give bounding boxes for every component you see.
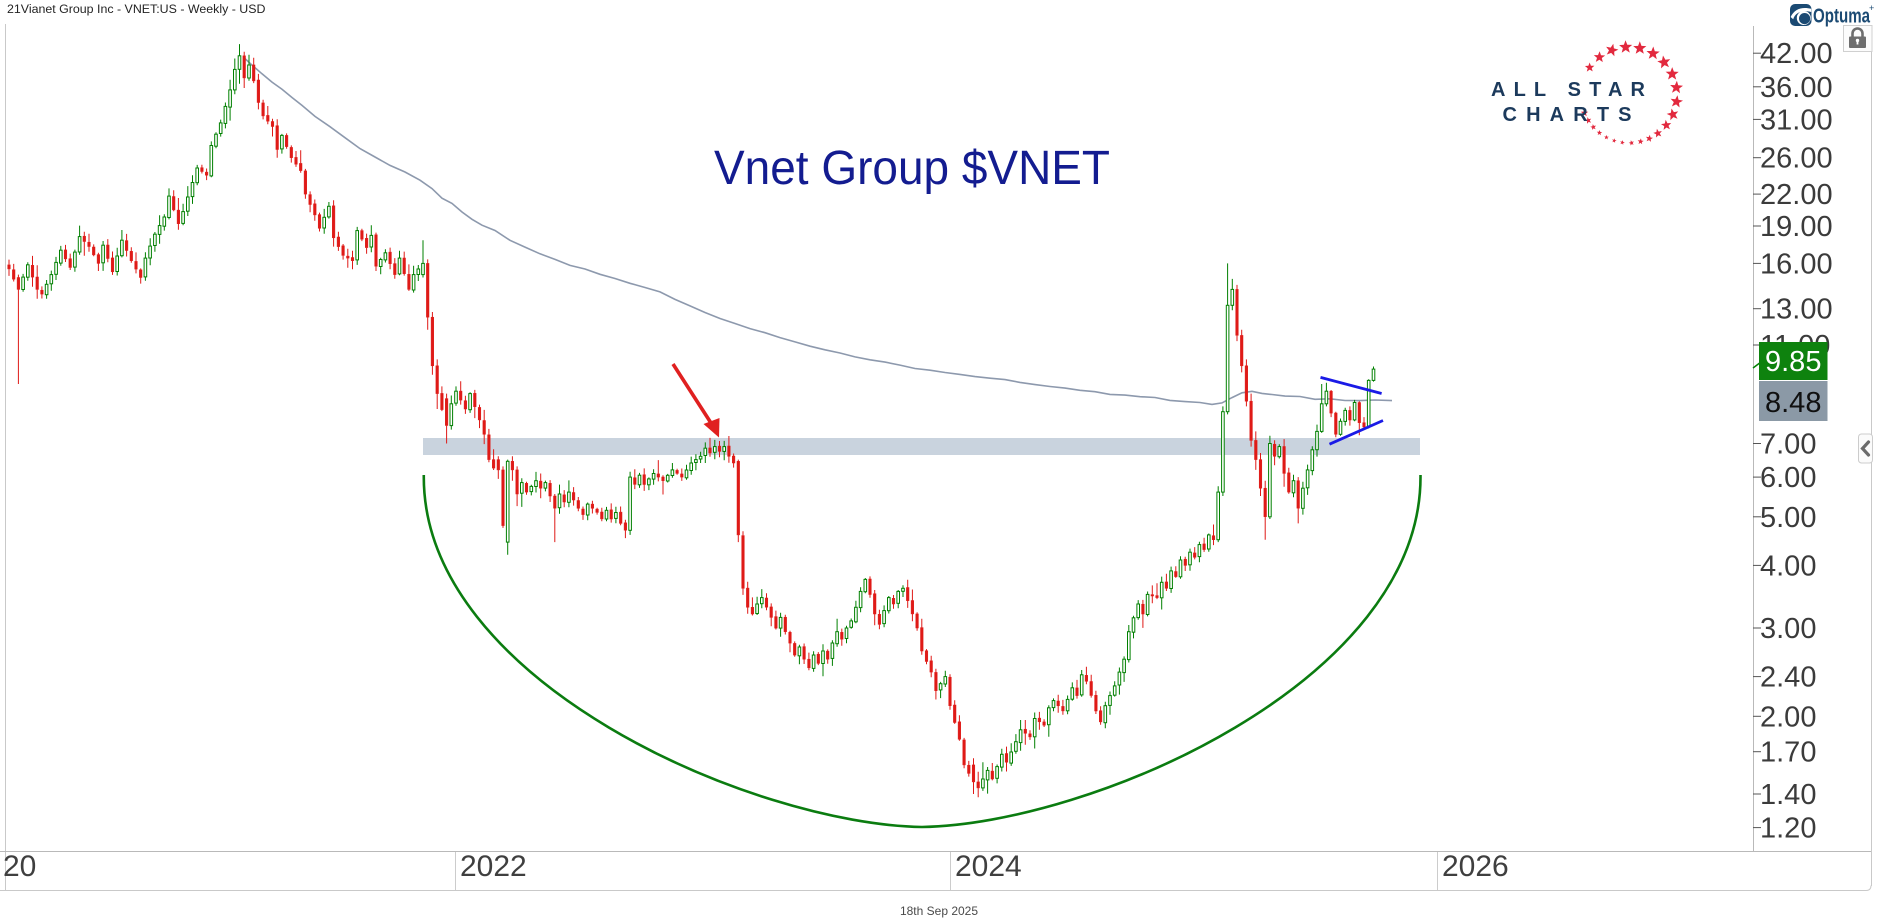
svg-text:9.85: 9.85 — [1765, 346, 1821, 378]
svg-text:Optuma: Optuma — [1813, 6, 1871, 28]
svg-text:1.70: 1.70 — [1760, 737, 1816, 769]
svg-text:16.00: 16.00 — [1760, 248, 1833, 280]
svg-text:2.40: 2.40 — [1760, 662, 1816, 694]
svg-text:7.00: 7.00 — [1760, 429, 1816, 461]
svg-text:2026: 2026 — [1442, 850, 1509, 883]
svg-text:2024: 2024 — [955, 850, 1022, 883]
svg-text:2022: 2022 — [460, 850, 527, 883]
svg-text:5.00: 5.00 — [1760, 502, 1816, 534]
svg-text:ALL STAR: ALL STAR — [1491, 79, 1646, 101]
svg-text:21Vianet Group Inc - VNET:US -: 21Vianet Group Inc - VNET:US - Weekly - … — [7, 2, 266, 16]
svg-text:19.00: 19.00 — [1760, 211, 1833, 243]
svg-text:+: + — [1869, 3, 1874, 13]
svg-text:13.00: 13.00 — [1760, 294, 1833, 326]
svg-text:22.00: 22.00 — [1760, 179, 1833, 211]
svg-text:18th Sep 2025: 18th Sep 2025 — [900, 904, 978, 918]
svg-text:20: 20 — [3, 850, 36, 883]
svg-text:1.20: 1.20 — [1760, 813, 1816, 845]
svg-text:2.00: 2.00 — [1760, 701, 1816, 733]
svg-text:3.00: 3.00 — [1760, 613, 1816, 645]
svg-text:1.40: 1.40 — [1760, 779, 1816, 811]
svg-text:42.00: 42.00 — [1760, 38, 1833, 70]
svg-text:26.00: 26.00 — [1760, 143, 1833, 175]
svg-text:31.00: 31.00 — [1760, 104, 1833, 136]
svg-text:4.00: 4.00 — [1760, 550, 1816, 582]
svg-text:36.00: 36.00 — [1760, 72, 1833, 104]
svg-text:Vnet Group $VNET: Vnet Group $VNET — [714, 142, 1110, 195]
svg-text:6.00: 6.00 — [1760, 462, 1816, 494]
svg-text:8.48: 8.48 — [1765, 387, 1821, 419]
